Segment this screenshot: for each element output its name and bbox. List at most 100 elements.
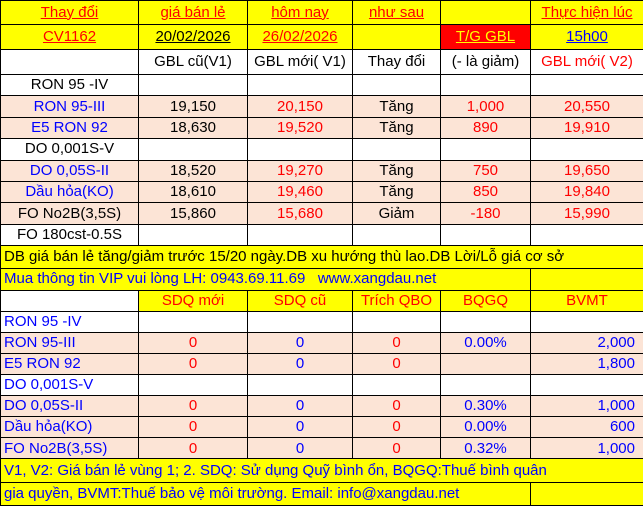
t2-empty-cell bbox=[530, 374, 643, 397]
t2-bqgq: 0.00% bbox=[440, 416, 531, 439]
t1-delta: 750 bbox=[440, 159, 531, 182]
t1-h2-new-date: 26/02/2026 bbox=[247, 24, 353, 50]
t1-old-price: 18,630 bbox=[138, 116, 248, 140]
t1-category-label: FO 180cst-0.5S bbox=[0, 223, 139, 247]
t1-direction: Tăng bbox=[352, 159, 441, 182]
t2-bqgq bbox=[440, 352, 531, 376]
t2-h-bqgq: BQGQ bbox=[440, 289, 531, 312]
t1-empty-cell bbox=[138, 73, 248, 97]
footer-empty-cell bbox=[530, 481, 643, 507]
t1-empty-cell bbox=[440, 138, 531, 161]
t2-data-row-dau-hoa: Dầu hỏa(KO) 0 0 0 0.00% 600 bbox=[0, 416, 643, 439]
t1-h3-thay-doi: Thay đổi bbox=[352, 49, 441, 75]
t1-new-price-v1: 19,460 bbox=[247, 180, 353, 204]
t1-h2-old-date: 20/02/2026 bbox=[138, 24, 248, 50]
t1-empty-cell bbox=[440, 223, 531, 247]
t2-bvmt: 1,800 bbox=[530, 352, 643, 376]
t1-h3-gbl-old: GBL cũ(V1) bbox=[138, 49, 248, 75]
t1-delta: -180 bbox=[440, 202, 531, 225]
t1-empty-cell bbox=[138, 138, 248, 161]
t2-sdq-cu: 0 bbox=[247, 352, 353, 376]
t2-empty-cell bbox=[530, 310, 643, 333]
banner-row-1: DB giá bán lẻ tăng/giảm trước 15/20 ngày… bbox=[0, 245, 643, 269]
t1-new-price-v1: 20,150 bbox=[247, 95, 353, 118]
t2-data-row-fo-no2b: FO No2B(3,5S) 0 0 0 0.32% 1,000 bbox=[0, 437, 643, 460]
t1-old-price: 15,860 bbox=[138, 202, 248, 225]
t1-header-row-2: CV1162 20/02/2026 26/02/2026 T/G GBL 15h… bbox=[0, 24, 643, 50]
t2-trich-qbo: 0 bbox=[352, 331, 441, 354]
t2-sdq-moi: 0 bbox=[138, 437, 248, 460]
t1-new-price-v1: 19,270 bbox=[247, 159, 353, 182]
t1-h1-thay-doi: Thay đổi bbox=[0, 0, 139, 25]
t2-trich-qbo: 0 bbox=[352, 352, 441, 376]
t2-product-label: RON 95-III bbox=[0, 331, 139, 354]
t1-empty-cell bbox=[440, 73, 531, 97]
t1-data-row-do-005s: DO 0,05S-II 18,520 19,270 Tăng 750 19,65… bbox=[0, 159, 643, 182]
t2-product-label: E5 RON 92 bbox=[0, 352, 139, 376]
t1-direction: Tăng bbox=[352, 180, 441, 204]
t1-category-label: RON 95 -IV bbox=[0, 73, 139, 97]
t1-category-row-do-0001s: DO 0,001S-V bbox=[0, 138, 643, 161]
t1-h2-tg-gbl-badge: T/G GBL bbox=[440, 24, 531, 50]
t1-empty-cell bbox=[247, 223, 353, 247]
t2-category-label: DO 0,001S-V bbox=[0, 374, 139, 397]
t1-empty-cell bbox=[530, 138, 643, 161]
t1-category-row-fo-180cst: FO 180cst-0.5S bbox=[0, 223, 643, 247]
t2-empty-cell bbox=[138, 310, 248, 333]
vip-contact-banner-text: Mua thông tin VIP vui lòng LH: 0943.69.1… bbox=[0, 267, 531, 291]
t2-empty-cell bbox=[352, 310, 441, 333]
t1-delta: 1,000 bbox=[440, 95, 531, 118]
t2-sdq-moi: 0 bbox=[138, 416, 248, 439]
t1-category-row-ron95-iv: RON 95 -IV bbox=[0, 73, 643, 97]
t1-h3-empty bbox=[0, 49, 139, 75]
t2-empty-cell bbox=[440, 310, 531, 333]
t1-empty-cell bbox=[247, 73, 353, 97]
t1-delta: 850 bbox=[440, 180, 531, 204]
t2-sdq-cu: 0 bbox=[247, 331, 353, 354]
t2-product-label: DO 0,05S-II bbox=[0, 395, 139, 418]
t2-bvmt: 1,000 bbox=[530, 395, 643, 418]
t1-empty-cell bbox=[352, 138, 441, 161]
t1-direction: Tăng bbox=[352, 95, 441, 118]
t2-h-trich-qbo: Trích QBO bbox=[352, 289, 441, 312]
t2-h-bvmt: BVMT bbox=[530, 289, 643, 312]
t1-new-price-v1: 19,520 bbox=[247, 116, 353, 140]
legend-line-2: gia quyền, BVMT:Thuế bảo vệ môi trường. … bbox=[0, 481, 531, 507]
t1-header-row-1: Thay đổi giá bán lẻ hôm nay như sau Thực… bbox=[0, 0, 643, 25]
t1-empty-cell bbox=[352, 223, 441, 247]
banner-row-2: Mua thông tin VIP vui lòng LH: 0943.69.1… bbox=[0, 267, 643, 291]
t2-category-row-do-0001s: DO 0,001S-V bbox=[0, 374, 643, 397]
t1-h2-time: 15h00 bbox=[530, 24, 643, 50]
t1-product-label: Dầu hỏa(KO) bbox=[0, 180, 139, 204]
t2-empty-cell bbox=[352, 374, 441, 397]
t1-data-row-fo-no2b: FO No2B(3,5S) 15,860 15,680 Giảm -180 15… bbox=[0, 202, 643, 225]
t2-empty-cell bbox=[440, 374, 531, 397]
t2-trich-qbo: 0 bbox=[352, 416, 441, 439]
t2-header-row: SDQ mới SDQ cũ Trích QBO BQGQ BVMT bbox=[0, 289, 643, 312]
t1-h1-hom-nay: hôm nay bbox=[247, 0, 353, 25]
t2-data-row-do-005s: DO 0,05S-II 0 0 0 0.30% 1,000 bbox=[0, 395, 643, 418]
banner-empty-cell bbox=[530, 267, 643, 291]
t2-sdq-moi: 0 bbox=[138, 331, 248, 354]
legend-line-1: V1, V2: Giá bán lẻ vùng 1; 2. SDQ: Sử dụ… bbox=[0, 458, 643, 483]
t2-bqgq: 0.30% bbox=[440, 395, 531, 418]
t1-empty-cell bbox=[138, 223, 248, 247]
t1-old-price: 18,610 bbox=[138, 180, 248, 204]
t1-delta: 890 bbox=[440, 116, 531, 140]
t2-data-row-e5-ron92: E5 RON 92 0 0 0 1,800 bbox=[0, 352, 643, 376]
t1-h1-nhu-sau: như sau bbox=[352, 0, 441, 25]
t2-sdq-cu: 0 bbox=[247, 437, 353, 460]
t1-h1-gia-ban-le: giá bán lẻ bbox=[138, 0, 248, 25]
footer-row-1: V1, V2: Giá bán lẻ vùng 1; 2. SDQ: Sử dụ… bbox=[0, 458, 643, 483]
t2-product-label: FO No2B(3,5S) bbox=[0, 437, 139, 460]
t1-h2-cv-number: CV1162 bbox=[0, 24, 139, 50]
footer-row-2: gia quyền, BVMT:Thuế bảo vệ môi trường. … bbox=[0, 481, 643, 507]
t1-empty-cell bbox=[352, 73, 441, 97]
t1-new-price-v2: 19,650 bbox=[530, 159, 643, 182]
t1-new-price-v2: 20,550 bbox=[530, 95, 643, 118]
t2-trich-qbo: 0 bbox=[352, 437, 441, 460]
t2-bvmt: 2,000 bbox=[530, 331, 643, 354]
t1-new-price-v2: 19,910 bbox=[530, 116, 643, 140]
t1-h3-gbl-new-v2: GBL mới( V2) bbox=[530, 49, 643, 75]
